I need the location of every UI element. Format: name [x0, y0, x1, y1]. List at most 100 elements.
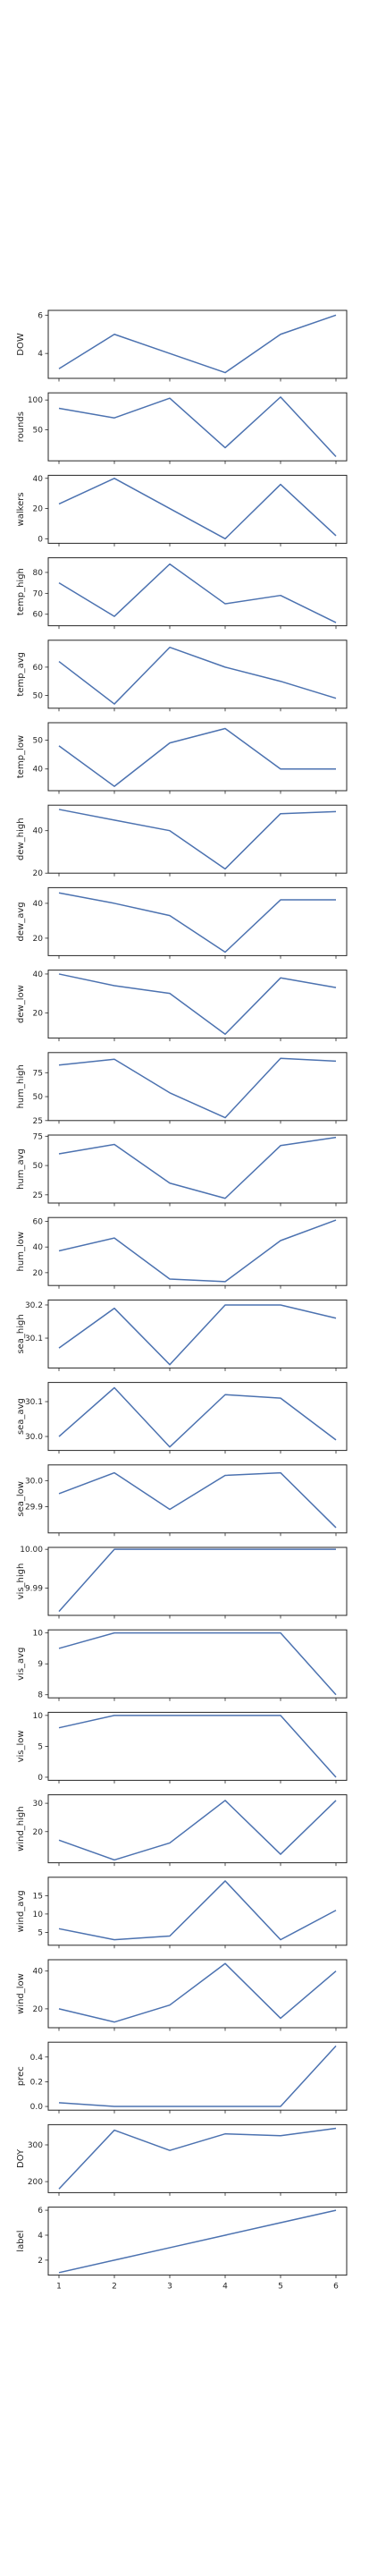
axes-frame: [47, 804, 348, 874]
y-tick-label: 50: [33, 1162, 44, 1171]
y-tick-label: 0: [38, 1774, 43, 1783]
y-tick-label: 50: [33, 1093, 44, 1102]
y-tick-label: 2: [38, 2257, 43, 2266]
axes-frame: [47, 2123, 348, 2193]
y-tick-label: 4: [38, 350, 43, 359]
subplot-vis-avg: 8 9 10 vis_avg: [16, 1629, 348, 1701]
y-tick-label: 0.2: [30, 2078, 43, 2087]
axes-frame: [47, 640, 348, 709]
y-tick-label: 75: [33, 1132, 43, 1141]
series-line-walkers: [58, 478, 337, 540]
y-tick-label: 40: [33, 1243, 44, 1252]
y-tick-label: 40: [33, 827, 44, 836]
axes-frame: [47, 1629, 348, 1699]
y-tick-label: 20: [33, 1828, 44, 1837]
y-axis-label: vis_low: [16, 1730, 26, 1762]
axes-frame: [47, 1052, 348, 1122]
y-axis-label: wind_high: [16, 1806, 26, 1851]
series-line-vis-low: [58, 1715, 337, 1778]
subplot-vis-low: 0 5 10 vis_low: [16, 1711, 348, 1784]
y-tick-label: 20: [33, 1269, 44, 1278]
axes-frame: [47, 886, 348, 956]
subplot-dew-low: 20 40 dew_low: [16, 970, 348, 1042]
y-tick-label: 40: [33, 475, 44, 484]
subplot-hum-avg: 25 50 75 hum_avg: [16, 1132, 348, 1207]
y-tick-label: 60: [33, 664, 44, 673]
x-tick-label: 5: [278, 2283, 283, 2292]
y-tick-label: 20: [33, 1009, 44, 1018]
y-axis-label: walkers: [16, 492, 26, 526]
series-line-vis-avg: [58, 1631, 337, 1696]
y-tick-label: 30.2: [25, 1301, 43, 1310]
y-tick-label: 75: [33, 1069, 43, 1078]
axes-frame: [47, 1711, 348, 1781]
y-tick-label: 25: [33, 1117, 43, 1126]
y-tick-label: 60: [33, 1218, 44, 1227]
y-axis-label: vis_avg: [16, 1648, 26, 1681]
y-tick-label: 5: [38, 1928, 43, 1937]
y-tick-label: 100: [28, 396, 43, 405]
y-tick-label: 50: [33, 736, 44, 745]
y-axis-label: dew_high: [16, 818, 26, 860]
subplot-DOW: 4 6 DOW: [16, 309, 348, 382]
y-axis-label: temp_high: [16, 568, 26, 615]
axes-frame: [47, 1464, 348, 1534]
subplot-temp-avg: 50 60 temp_avg: [16, 640, 348, 712]
y-tick-label: 30.0: [25, 1477, 43, 1486]
y-tick-label: 6: [38, 2207, 43, 2216]
y-tick-label: 50: [33, 692, 44, 701]
y-tick-label: 0.4: [30, 2054, 44, 2063]
y-tick-label: 40: [33, 766, 44, 775]
y-tick-label: 10: [33, 1712, 44, 1721]
y-tick-label: 40: [33, 1968, 44, 1977]
series-line-temp-high: [58, 563, 337, 623]
y-axis-label: temp_low: [16, 735, 26, 778]
subplot-dew-high: 20 40 dew_high: [16, 804, 348, 878]
y-axis-label: hum_high: [16, 1064, 26, 1108]
series-line-wind-high: [58, 1800, 337, 1861]
y-axis-label: label: [16, 2231, 26, 2252]
y-axis-label: hum_avg: [16, 1148, 26, 1190]
y-tick-label: 4: [38, 2232, 43, 2241]
series-line-hum-low: [58, 1219, 337, 1283]
series-line-sea-high: [58, 1304, 337, 1366]
axes-frame: [47, 1794, 348, 1864]
series-line-temp-avg: [58, 646, 337, 705]
y-tick-label: 29.9: [25, 1504, 43, 1513]
y-tick-label: 40: [33, 900, 44, 909]
y-tick-label: 25: [33, 1191, 43, 1200]
axes-frame: [47, 1216, 348, 1286]
axes-frame: [47, 1877, 348, 1946]
x-tick-label: 1: [56, 2283, 62, 2292]
series-line-vis-high: [58, 1548, 336, 1613]
subplot-wind-avg: 5 10 15 wind_avg: [16, 1877, 348, 1949]
y-tick-label: 80: [33, 569, 44, 578]
axes-frame: [47, 970, 348, 1039]
y-tick-label: 10: [33, 1630, 44, 1639]
series-line-temp-low: [58, 727, 336, 787]
subplot-prec: 0.0 0.2 0.4 prec: [16, 2041, 348, 2114]
subplot-label: 2 4 6 label 1 2 3 4 5 6: [16, 2207, 348, 2292]
y-tick-label: 0.0: [30, 2103, 44, 2112]
y-tick-label: 20: [33, 2005, 44, 2014]
x-tick-label: 4: [222, 2283, 228, 2292]
axes-frame: [47, 1134, 348, 1204]
y-tick-label: 50: [33, 427, 44, 436]
y-tick-label: 20: [33, 869, 44, 878]
series-line-DOW: [58, 314, 337, 374]
subplot-hum-low: 20 40 60 hum_low: [16, 1216, 348, 1289]
y-tick-label: 20: [33, 935, 44, 944]
y-tick-label: 30.1: [25, 1335, 43, 1343]
axes-frame: [47, 557, 348, 627]
series-line-rounds: [58, 396, 337, 458]
axes-frame: [47, 1382, 348, 1452]
y-tick-label: 300: [28, 2141, 43, 2150]
subplot-dew-avg: 20 40 dew_avg: [16, 886, 348, 959]
y-axis-label: sea_high: [16, 1314, 26, 1353]
subplot-vis-high: 9.99 10.00 vis_high: [16, 1546, 348, 1619]
series-line-prec: [58, 2045, 337, 2107]
series-line-hum-avg: [58, 1136, 337, 1199]
